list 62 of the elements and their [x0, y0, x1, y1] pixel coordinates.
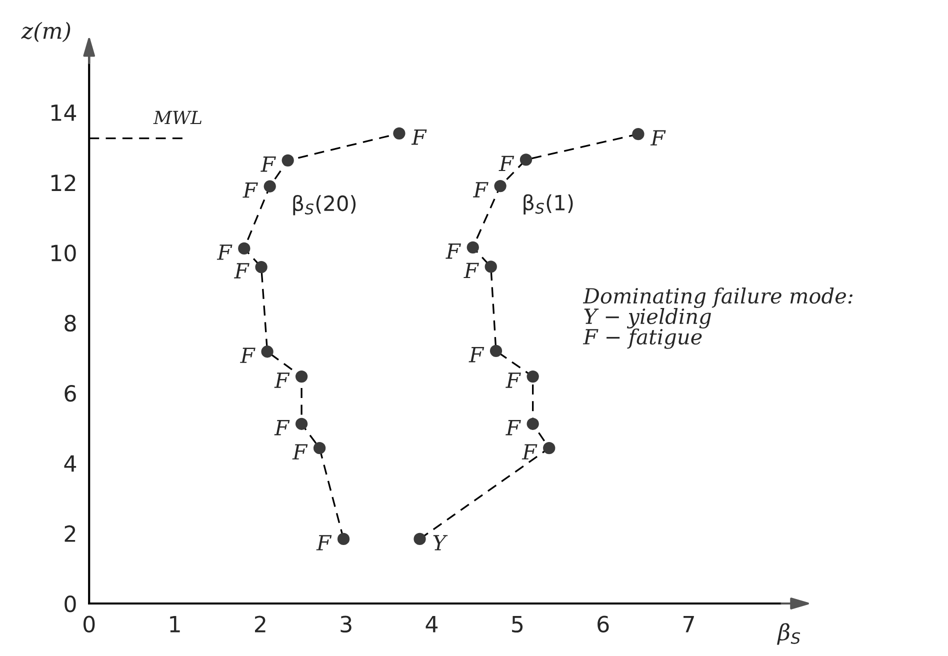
- data-label: F: [650, 130, 666, 146]
- point: [494, 180, 506, 192]
- data-label: Y: [433, 535, 448, 550]
- data-label: F: [464, 262, 479, 278]
- point: [255, 260, 268, 274]
- x-tick-label: 2: [254, 616, 266, 632]
- y-tick-label: 2: [64, 525, 76, 542]
- data-label: F: [274, 420, 290, 436]
- point: [295, 418, 308, 430]
- point: [261, 346, 274, 358]
- point: [337, 532, 350, 546]
- data-label: F: [506, 372, 521, 388]
- x-axis-title: β$_{S}$: [776, 623, 800, 645]
- point: [295, 370, 308, 383]
- data-label: F: [234, 263, 250, 278]
- point: [393, 127, 406, 140]
- x-tick-label: 3: [340, 616, 352, 633]
- y-tick-label: 14: [51, 104, 76, 121]
- data-label: F: [260, 156, 276, 172]
- y-axis-title: z(m): [21, 22, 70, 42]
- y-tick-label: 10: [51, 244, 76, 262]
- data-label: F: [498, 156, 514, 172]
- data-label: F: [506, 420, 521, 436]
- point: [282, 154, 294, 166]
- data-label: F: [522, 444, 538, 460]
- x-tick-label: 4: [426, 616, 438, 632]
- point: [632, 128, 644, 140]
- y-tick-label: 0: [64, 595, 76, 612]
- series-label: β$_{S}$(20): [293, 194, 356, 216]
- y-tick-label: 4: [64, 455, 76, 472]
- point: [526, 418, 539, 430]
- point: [313, 442, 326, 454]
- data-label: F: [216, 244, 232, 260]
- ref-line-label: MWL: [153, 110, 202, 124]
- data-label: F: [411, 130, 427, 145]
- data-label: F: [316, 535, 332, 550]
- point: [543, 442, 556, 454]
- series-label: β$_{S}$(1): [524, 194, 573, 215]
- y-tick-label: 6: [64, 384, 76, 402]
- data-label: F: [292, 444, 308, 460]
- x-tick-label: 1: [170, 616, 180, 632]
- data-label: F: [446, 244, 461, 259]
- point: [520, 154, 532, 166]
- y-tick-label: 8: [64, 314, 76, 332]
- data-label: F: [242, 182, 258, 198]
- data-label: F: [240, 348, 256, 363]
- data-label: F: [468, 347, 484, 362]
- point: [526, 370, 539, 383]
- point: [414, 532, 426, 546]
- x-tick-label: 5: [512, 616, 523, 633]
- point: [484, 260, 497, 273]
- x-tick-label: 7: [684, 616, 694, 632]
- annotation: Dominating failure mode: Y − yielding F − fatigue: [582, 288, 852, 349]
- point: [466, 241, 479, 254]
- point: [264, 180, 276, 192]
- data-label: F: [473, 182, 488, 198]
- data-label: F: [274, 372, 290, 388]
- point: [490, 344, 502, 357]
- x-tick-label: 0: [84, 616, 95, 633]
- point: [238, 242, 250, 255]
- x-tick-label: 6: [598, 616, 609, 633]
- y-tick-label: 12: [51, 174, 76, 191]
